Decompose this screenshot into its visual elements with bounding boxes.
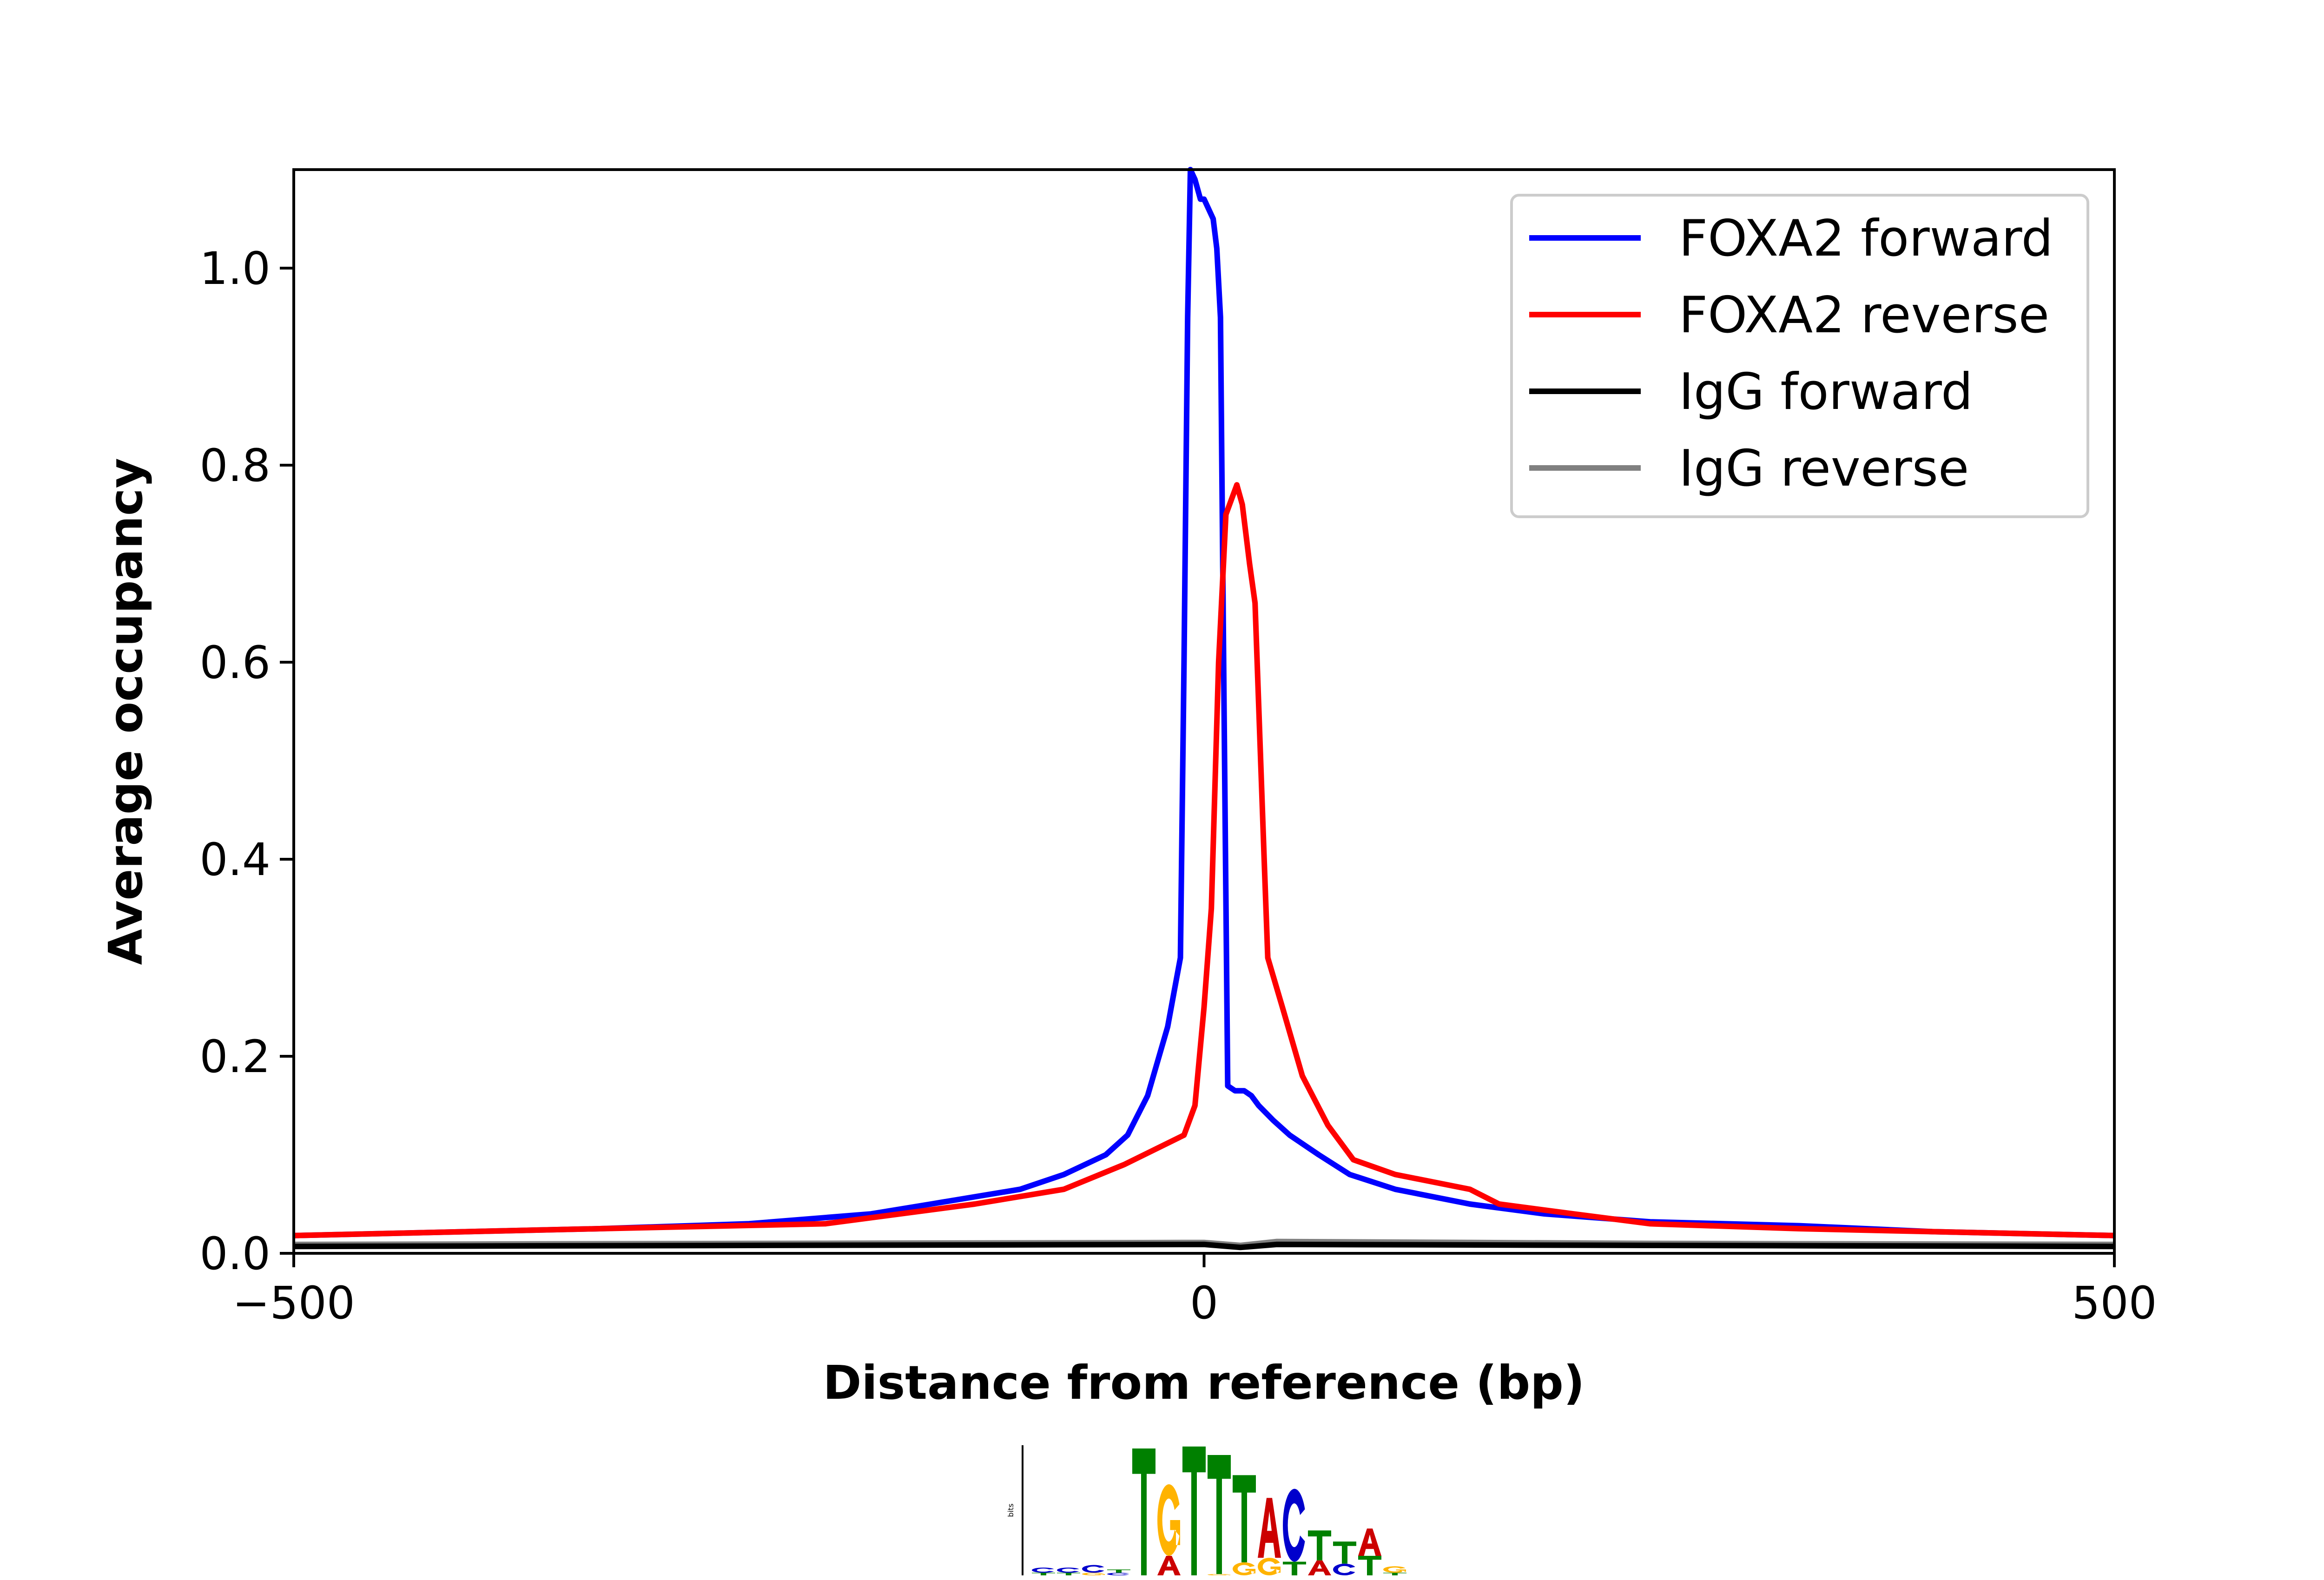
logo-letter-a — [1308, 1560, 1331, 1575]
x-tick-label: 500 — [2072, 1277, 2157, 1329]
logo-letter-c — [1107, 1573, 1129, 1575]
logo-letter-a — [1157, 1556, 1181, 1575]
x-tick-label: 0 — [1190, 1277, 1218, 1329]
logo-letter-g — [1383, 1566, 1406, 1573]
logo-letter-t — [1358, 1556, 1381, 1575]
y-tick-label: 1.0 — [199, 243, 271, 295]
logo-letter-g — [1258, 1558, 1281, 1575]
logo-letter-t — [1208, 1455, 1231, 1574]
y-axis-label: Average occupancy — [99, 458, 153, 965]
legend-label: IgG forward — [1679, 363, 1973, 421]
logo-letter-t — [1383, 1573, 1406, 1575]
legend-label: IgG reverse — [1679, 440, 1969, 498]
logo-letter-t — [1233, 1475, 1256, 1562]
logo-letter-t — [1333, 1541, 1356, 1564]
series-line-foxa2-reverse — [293, 482, 2115, 1238]
series-line-foxa2-forward — [293, 167, 2115, 1238]
logo-letter-t — [1182, 1446, 1206, 1575]
logo-letter-c — [1283, 1488, 1305, 1562]
logo-letter-t — [1283, 1561, 1306, 1575]
legend: FOXA2 forward FOXA2 reverse IgG forward IgG… — [1510, 194, 2089, 518]
logo-letter-c — [1082, 1565, 1104, 1573]
legend-label: FOXA2 forward — [1679, 210, 2053, 268]
logo-letter-t — [1032, 1573, 1055, 1575]
logo-letter-g — [1208, 1574, 1230, 1575]
motif-logo: bits — [1006, 1445, 1406, 1575]
logo-letter-c — [1032, 1567, 1054, 1573]
ticks-layer: −500 0 500 0.0 0.2 0.4 0.6 0.8 1.0 — [199, 243, 2157, 1329]
x-axis-label: Distance from reference (bp) — [823, 1356, 1585, 1410]
logo-letter-a — [1358, 1528, 1381, 1556]
legend-label: FOXA2 reverse — [1679, 286, 2049, 344]
logo-letter-c — [1333, 1563, 1355, 1575]
logo-letter-a — [1258, 1498, 1281, 1558]
series-layer — [293, 167, 2115, 1251]
y-tick-label: 0.2 — [199, 1031, 271, 1083]
y-tick-label: 0.0 — [199, 1228, 271, 1280]
logo-y-label: bits — [1006, 1503, 1015, 1517]
logo-letter-g — [1233, 1562, 1255, 1575]
logo-letter-c — [1057, 1567, 1079, 1573]
series-line-igg-forward — [293, 1241, 2115, 1251]
logo-letter-g — [1157, 1484, 1180, 1556]
y-tick-label: 0.4 — [199, 834, 271, 886]
y-tick-label: 0.8 — [199, 440, 271, 492]
logo-letter-g — [1082, 1573, 1105, 1575]
logo-letter-t — [1308, 1530, 1331, 1560]
logo-letter-t — [1057, 1573, 1080, 1575]
x-tick-label: −500 — [232, 1277, 355, 1329]
y-tick-label: 0.6 — [199, 637, 271, 689]
logo-letter-t — [1132, 1448, 1155, 1575]
legend-frame — [1510, 194, 2089, 518]
logo-letter-t — [1107, 1569, 1130, 1573]
